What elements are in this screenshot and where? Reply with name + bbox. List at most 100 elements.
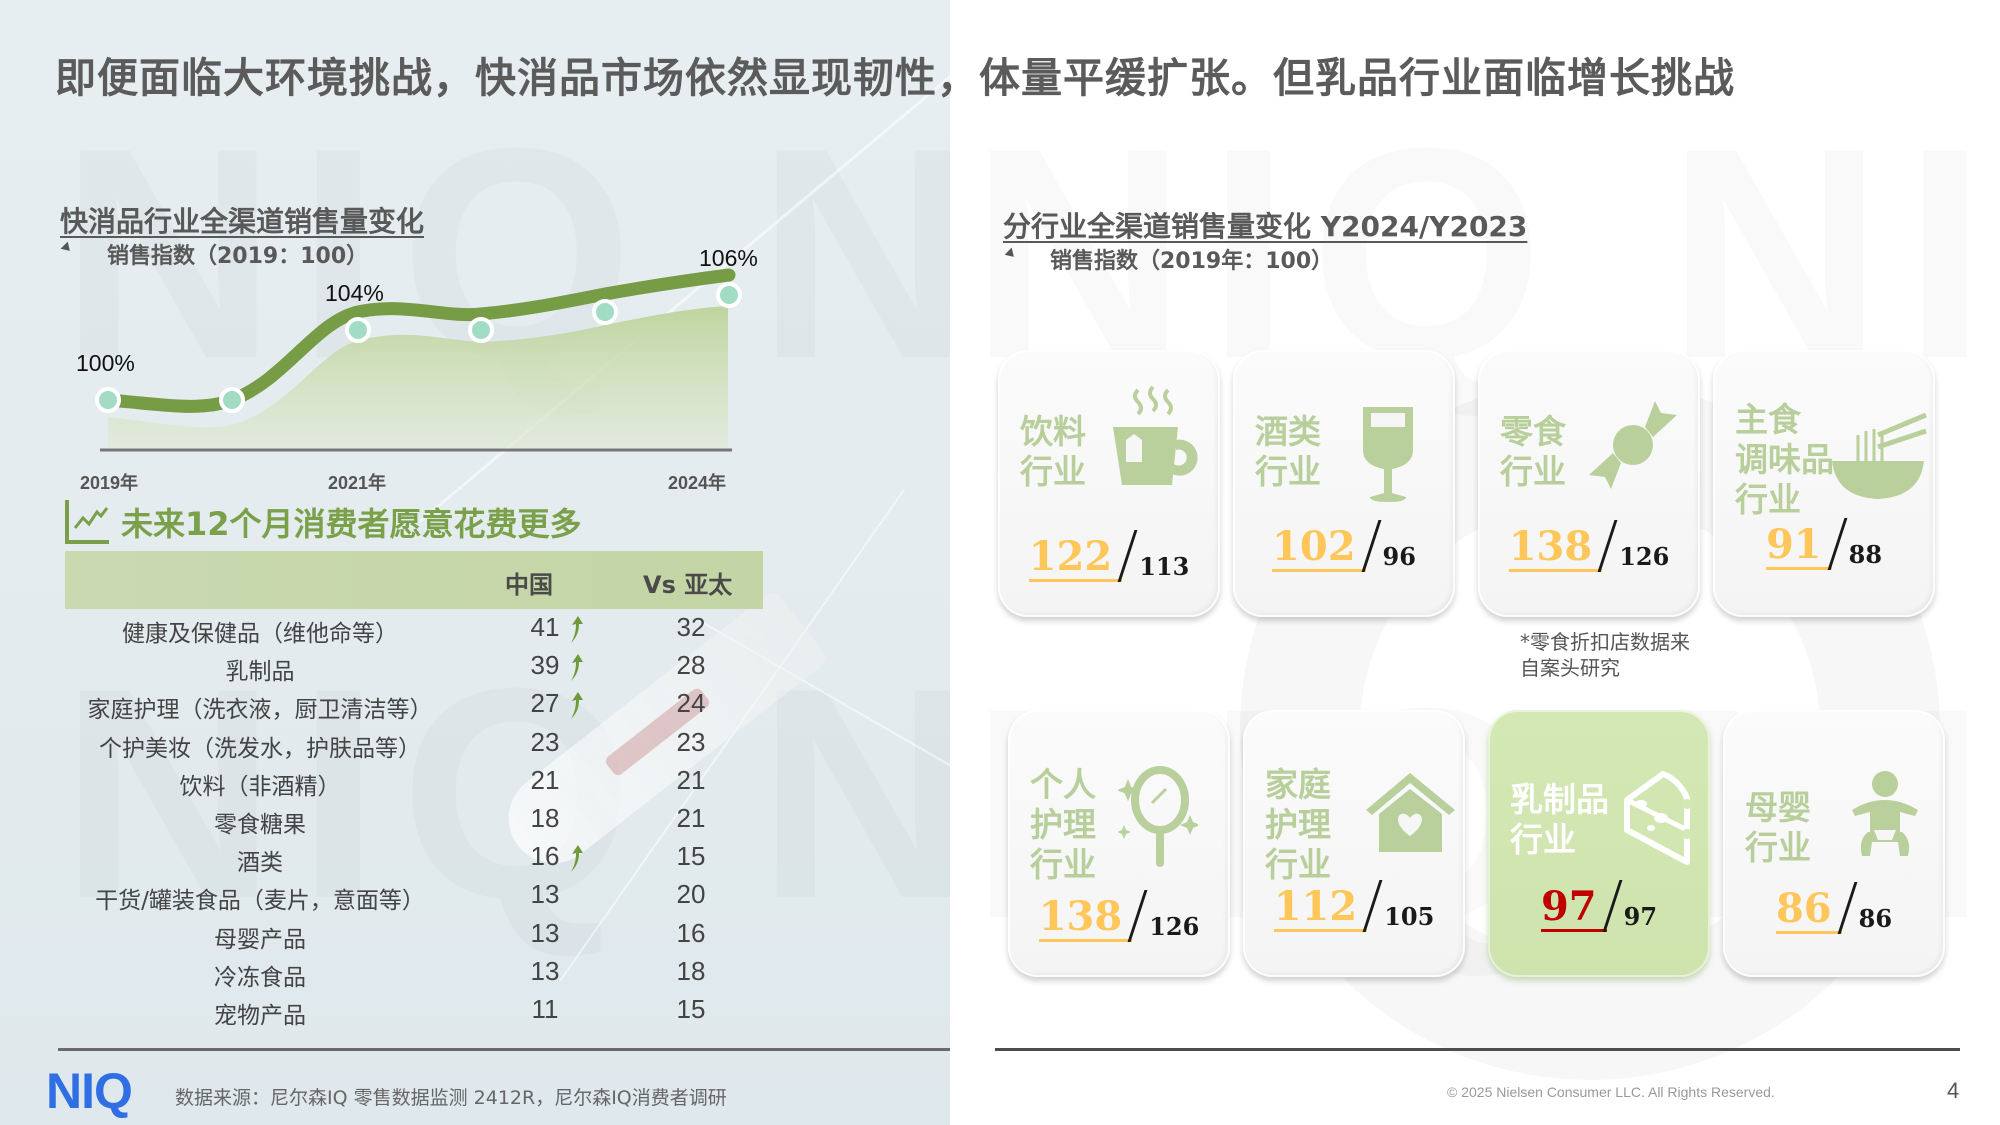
table-row: 乳制品 39 28 — [65, 648, 763, 686]
table-row: 酒类 16 15 — [65, 839, 763, 877]
value-pair: 138 126 — [1478, 520, 1700, 572]
industry-card: 饮料 行业 122 113 — [998, 350, 1220, 617]
industry-card: 家庭 护理 行业 112 105 — [1243, 710, 1465, 977]
category-cell: 个护美妆（洗发水，护肤品等） — [99, 735, 421, 762]
up-arrow-icon — [565, 616, 585, 644]
category-cell: 冷冻食品 — [214, 964, 306, 991]
baby-icon — [1848, 770, 1923, 869]
category-cell: 健康及保健品（维他命等） — [122, 621, 398, 647]
snack-footnote: *零食折扣店数据来 自案头研究 — [1520, 630, 1690, 680]
value-2023: 126 — [1149, 912, 1200, 941]
table-row: 冷冻食品 13 18 — [65, 954, 763, 992]
value-2024: 102 — [1272, 525, 1366, 572]
value-2024: 138 — [1508, 525, 1603, 572]
mirror-sparkle-icon — [1116, 765, 1200, 879]
apac-value-cell: 23 — [676, 726, 706, 757]
data-label-2024: 106% — [699, 245, 758, 271]
left-section-subtitle: 销售指数（2019：100） — [107, 244, 369, 269]
china-value-cell: 13 — [530, 917, 560, 948]
table-row: 宠物产品 11 15 — [65, 992, 763, 1030]
table-row: 母婴产品 13 16 — [65, 916, 763, 954]
industry-label: 主食 调味品 行业 — [1735, 400, 1834, 519]
up-arrow-icon — [565, 845, 585, 873]
china-value-cell: 16 — [530, 841, 560, 872]
industry-card: 零食 行业 138 126 — [1478, 350, 1700, 617]
category-cell: 家庭护理（洗衣液，厨卫清洁等） — [87, 697, 433, 724]
value-pair: 138 126 — [1008, 890, 1230, 942]
area-fill — [108, 306, 728, 448]
table-row: 健康及保健品（维他命等） 41 32 — [65, 610, 763, 648]
value-2024: 91 — [1765, 523, 1832, 570]
tea-cup-icon — [1108, 385, 1203, 499]
industry-label: 个人 护理 行业 — [1030, 765, 1096, 884]
category-cell: 母婴产品 — [214, 926, 306, 953]
value-pair: 97 97 — [1488, 880, 1710, 932]
apac-value-cell: 32 — [676, 612, 706, 642]
china-value-cell: 18 — [530, 803, 560, 833]
table-row: 个护美妆（洗发水，护肤品等） 23 23 — [65, 725, 763, 763]
industry-card: 个人 护理 行业 138 126 — [1008, 710, 1230, 977]
up-arrow-icon — [565, 692, 585, 720]
value-2023: 105 — [1384, 902, 1435, 931]
column-header-china: 中国 — [505, 571, 553, 599]
value-2024: 112 — [1273, 885, 1368, 932]
category-cell: 零食糖果 — [214, 812, 306, 838]
value-2023: 88 — [1848, 540, 1883, 569]
value-2024: 138 — [1038, 895, 1133, 942]
copyright: © 2025 Nielsen Consumer LLC. All Rights … — [1447, 1084, 1775, 1100]
industry-card: 乳制品 行业 97 97 — [1488, 710, 1710, 977]
china-value-cell: 21 — [530, 764, 560, 795]
apac-value-cell: 15 — [676, 841, 706, 872]
table-row: 干货/罐装食品（麦片，意面等） 13 20 — [65, 877, 763, 915]
industry-label: 母婴 行业 — [1745, 788, 1811, 867]
data-source-note: 数据来源：尼尔森IQ 零售数据监测 2412R，尼尔森IQ消费者调研 — [175, 1087, 727, 1109]
footer-divider-left — [58, 1048, 950, 1051]
value-pair: 86 86 — [1723, 882, 1945, 934]
column-header-apac: Vs 亚太 — [643, 571, 733, 599]
sales-index-line-chart: 100% 104% 106% 2019年 2021年 2024年 — [60, 240, 780, 500]
up-arrow-icon — [565, 654, 585, 682]
value-pair: 91 88 — [1713, 518, 1935, 570]
value-2023: 97 — [1623, 902, 1658, 931]
line-chart-svg — [95, 268, 742, 452]
apac-value-cell: 16 — [676, 917, 706, 948]
page-number: 4 — [1947, 1078, 1960, 1103]
apac-value-cell: 20 — [676, 879, 706, 910]
apac-value-cell: 24 — [676, 688, 706, 719]
right-section-title: 分行业全渠道销售量变化 Y2024/Y2023 — [1003, 210, 1528, 243]
value-2024: 97 — [1540, 885, 1607, 932]
industry-label: 零食 行业 — [1500, 412, 1566, 491]
left-section-title: 快消品行业全渠道销售量变化 — [60, 205, 425, 238]
apac-value-cell: 28 — [676, 650, 706, 681]
data-label-2021: 104% — [325, 280, 384, 306]
value-2024: 86 — [1775, 887, 1842, 934]
apac-value-cell: 21 — [676, 764, 706, 795]
value-2023: 86 — [1858, 904, 1893, 933]
data-points — [95, 282, 742, 413]
china-value-cell: 11 — [531, 994, 559, 1024]
category-cell: 乳制品 — [225, 659, 295, 686]
value-2023: 113 — [1139, 552, 1190, 581]
house-heart-icon — [1363, 770, 1458, 859]
right-section-subtitle: 销售指数（2019年：100） — [1050, 249, 1334, 274]
value-2023: 96 — [1382, 542, 1416, 571]
footer-divider-right — [995, 1048, 1960, 1051]
value-2024: 122 — [1028, 535, 1123, 582]
trend-chart-icon — [65, 500, 109, 544]
industry-label: 家庭 护理 行业 — [1265, 765, 1331, 884]
industry-label: 乳制品 行业 — [1510, 780, 1609, 859]
candy-icon — [1583, 395, 1683, 499]
niq-logo: NIQ — [46, 1063, 133, 1119]
apac-value-cell: 15 — [676, 994, 706, 1024]
apac-value-cell: 18 — [676, 955, 706, 986]
data-label-2019: 100% — [76, 350, 135, 376]
apac-value-cell: 21 — [676, 803, 706, 833]
survey-title-text: 未来12个月消费者愿意花费更多 — [121, 505, 582, 543]
category-cell: 饮料（非酒精） — [179, 773, 341, 800]
table-row: 零食糖果 18 21 — [65, 801, 763, 839]
china-value-cell: 41 — [530, 612, 560, 642]
value-pair: 122 113 — [998, 530, 1220, 582]
industry-label: 饮料 行业 — [1020, 412, 1086, 491]
industry-card: 酒类 行业 102 96 — [1233, 350, 1455, 617]
table-row: 饮料（非酒精） 21 21 — [65, 763, 763, 801]
